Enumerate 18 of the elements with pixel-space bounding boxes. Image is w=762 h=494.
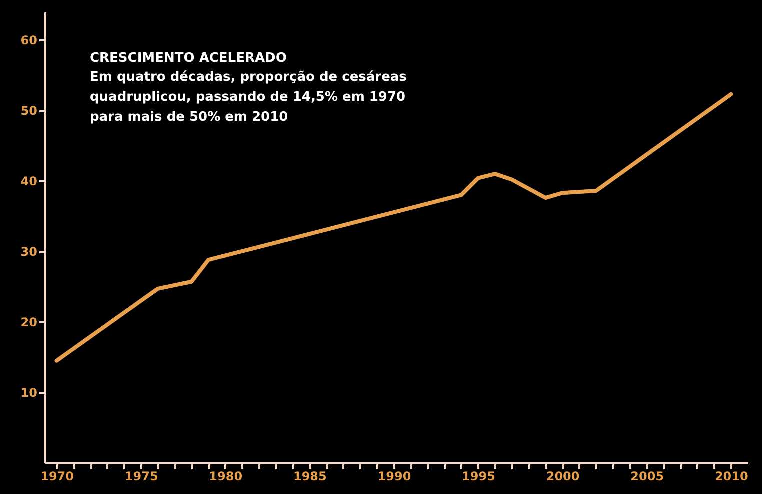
y-tick-label: 30 (20, 245, 38, 260)
x-tick-label: 1995 (462, 470, 496, 484)
y-tick-label: 10 (20, 386, 38, 400)
y-tick-label: 20 (20, 316, 38, 330)
x-tick-label: 1985 (293, 470, 327, 484)
line-series (54, 92, 734, 363)
x-tick-label: 2000 (546, 470, 580, 484)
x-tick-label: 2005 (630, 470, 664, 484)
text: Em quatro décadas, proporção de cesáreas quadruplicou, passando de 14,5% em 1970 para mais de 50% em 2010 (90, 70, 408, 125)
x-tick-label: 1975 (124, 470, 158, 484)
y-tick-label: 50 (20, 104, 38, 118)
x-tick-label: 1970 (40, 470, 74, 484)
x-tick-label: 2010 (714, 470, 748, 484)
text: CRESCIMENTO ACELERADO (90, 51, 287, 66)
y-tick-label: 60 (20, 34, 38, 48)
x-tick-label: 1980 (209, 470, 243, 484)
x-tick-label: 1990 (378, 470, 412, 484)
y-tick-label: 40 (20, 174, 38, 189)
